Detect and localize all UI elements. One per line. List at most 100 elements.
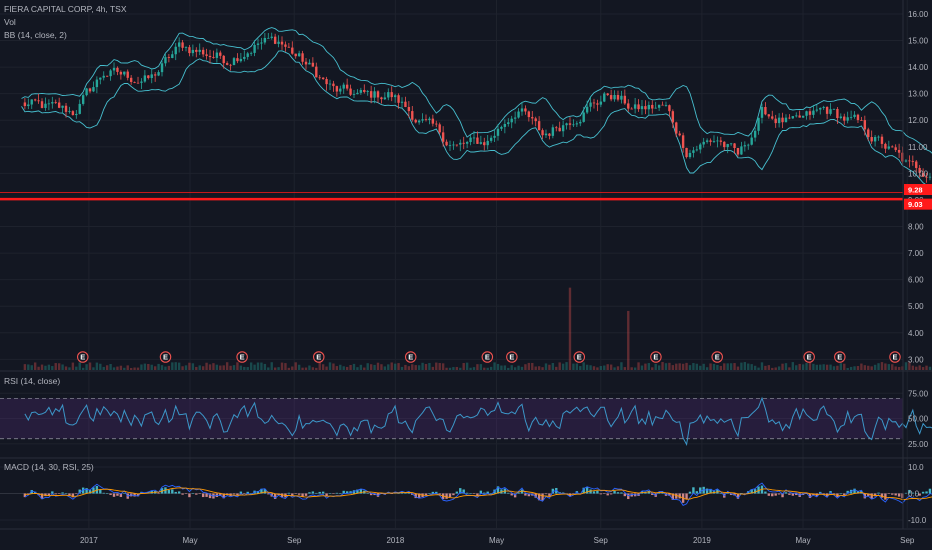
volume-bar-207: [729, 363, 733, 370]
macd-hist-119: [428, 493, 431, 494]
volume-bar-105: [380, 364, 383, 370]
macd-hist-90: [328, 493, 332, 494]
candle-body-211: [743, 145, 747, 147]
candle-body-183: [647, 104, 651, 110]
candle-body-22: [95, 79, 99, 88]
volume-bar-87: [318, 362, 321, 370]
volume-bar-165: [585, 364, 589, 370]
macd-hist-214: [753, 489, 757, 494]
candle-body-233: [819, 107, 822, 110]
volume-bar-169: [599, 366, 603, 370]
macd-hist-251: [880, 493, 884, 498]
candle-body-21: [92, 87, 95, 92]
volume-bar-43: [167, 365, 171, 370]
candle-body-86: [315, 66, 318, 78]
earnings-marker-10: [803, 351, 815, 363]
macd-hist-48: [184, 493, 188, 494]
candle-body-74: [273, 36, 277, 44]
volume-bar-104: [376, 362, 380, 370]
volume-bar-34: [136, 367, 140, 370]
volume-bar-37: [147, 363, 150, 370]
macd-hist-19: [85, 488, 88, 494]
macd-tick-1: 0.0: [908, 490, 920, 499]
macd-hist-191: [675, 493, 678, 499]
macd-hist-66: [246, 491, 249, 494]
candle-body-241: [846, 117, 849, 121]
candle-body-126: [452, 144, 455, 146]
volume-bar-190: [671, 365, 675, 370]
volume-bar-159: [565, 362, 568, 370]
legend-bollinger-label[interactable]: BB (14, close, 2): [4, 30, 67, 40]
candle-body-253: [887, 146, 891, 149]
macd-hist-184: [651, 493, 654, 495]
volume-bar-129: [462, 363, 465, 370]
macd-hist-28: [116, 493, 119, 496]
time-axis[interactable]: 2017MaySep2018MaySep2019MaySep2020MaySep…: [80, 536, 932, 545]
volume-bar-98: [356, 367, 359, 370]
volume-bar-42: [164, 366, 167, 370]
legend-rsi: RSI (14, close): [4, 376, 60, 386]
price-axis[interactable]: 16.0015.0014.0013.0012.0011.0010.009.008…: [908, 10, 929, 525]
candle-body-237: [832, 108, 836, 110]
candle-body-37: [147, 75, 150, 79]
candle-body-262: [918, 167, 921, 173]
macd-hist-183: [647, 491, 651, 494]
candle-body-207: [729, 143, 733, 145]
volume-bar-123: [441, 363, 445, 370]
candle-body-186: [657, 104, 661, 108]
macd-hist-18: [81, 487, 85, 494]
macd-line: [24, 482, 932, 506]
candle-body-251: [880, 136, 884, 144]
volume-bar-88: [321, 364, 325, 370]
candle-body-133: [476, 137, 479, 144]
legend-volume-label[interactable]: Vol: [4, 17, 16, 27]
candle-body-164: [582, 112, 585, 122]
time-tick-2: Sep: [287, 536, 302, 545]
candle-body-141: [503, 124, 507, 127]
macd-hist-8: [47, 493, 51, 496]
candle-body-6: [40, 101, 44, 108]
macd-hist-196: [692, 487, 695, 494]
legend-macd-label[interactable]: MACD (14, 30, RSI, 25): [4, 462, 94, 472]
macd-hist-256: [897, 493, 901, 497]
macd-hist-241: [846, 490, 849, 494]
macd-hist-30: [123, 493, 126, 494]
macd-hist-223: [784, 492, 788, 494]
earnings-marker-0: [77, 351, 89, 363]
candle-body-60: [225, 63, 229, 65]
candle-body-265: [928, 176, 932, 178]
candle-body-189: [668, 105, 671, 112]
macd-hist-142: [507, 492, 510, 494]
candle-body-249: [873, 136, 877, 142]
candle-body-166: [589, 102, 592, 107]
macd-hist-78: [287, 492, 291, 494]
candle-body-250: [877, 136, 880, 138]
volume-bar-78: [287, 367, 291, 370]
legend-rsi-label[interactable]: RSI (14, close): [4, 376, 61, 386]
candle-body-83: [304, 61, 308, 65]
earnings-marker-label-12: E: [892, 353, 897, 362]
macd-hist-136: [486, 491, 489, 494]
candle-body-259: [908, 160, 911, 162]
legend-symbol-title[interactable]: FIERA CAPITAL CORP, 4h, TSX: [4, 4, 127, 14]
macd-hist-9: [51, 491, 54, 494]
candle-body-197: [695, 149, 699, 151]
macd-hist-87: [318, 491, 321, 494]
volume-bar-202: [712, 363, 716, 370]
volume-bar-132: [472, 367, 476, 370]
candle-body-191: [675, 122, 678, 134]
volume-bar-62: [232, 365, 236, 370]
candle-body-248: [870, 137, 873, 142]
volume-bar-242: [849, 366, 853, 370]
volume-bar-65: [243, 366, 246, 370]
candle-body-73: [270, 36, 273, 38]
macd-hist-81: [297, 493, 301, 495]
macd-hist-105: [380, 493, 383, 494]
candle-body-146: [520, 108, 524, 112]
candle-body-138: [493, 135, 496, 138]
macd-hist-250: [877, 492, 880, 494]
volume-bar-186: [657, 365, 661, 370]
volume-bar-121: [435, 362, 438, 370]
macd-hist-220: [774, 493, 777, 496]
